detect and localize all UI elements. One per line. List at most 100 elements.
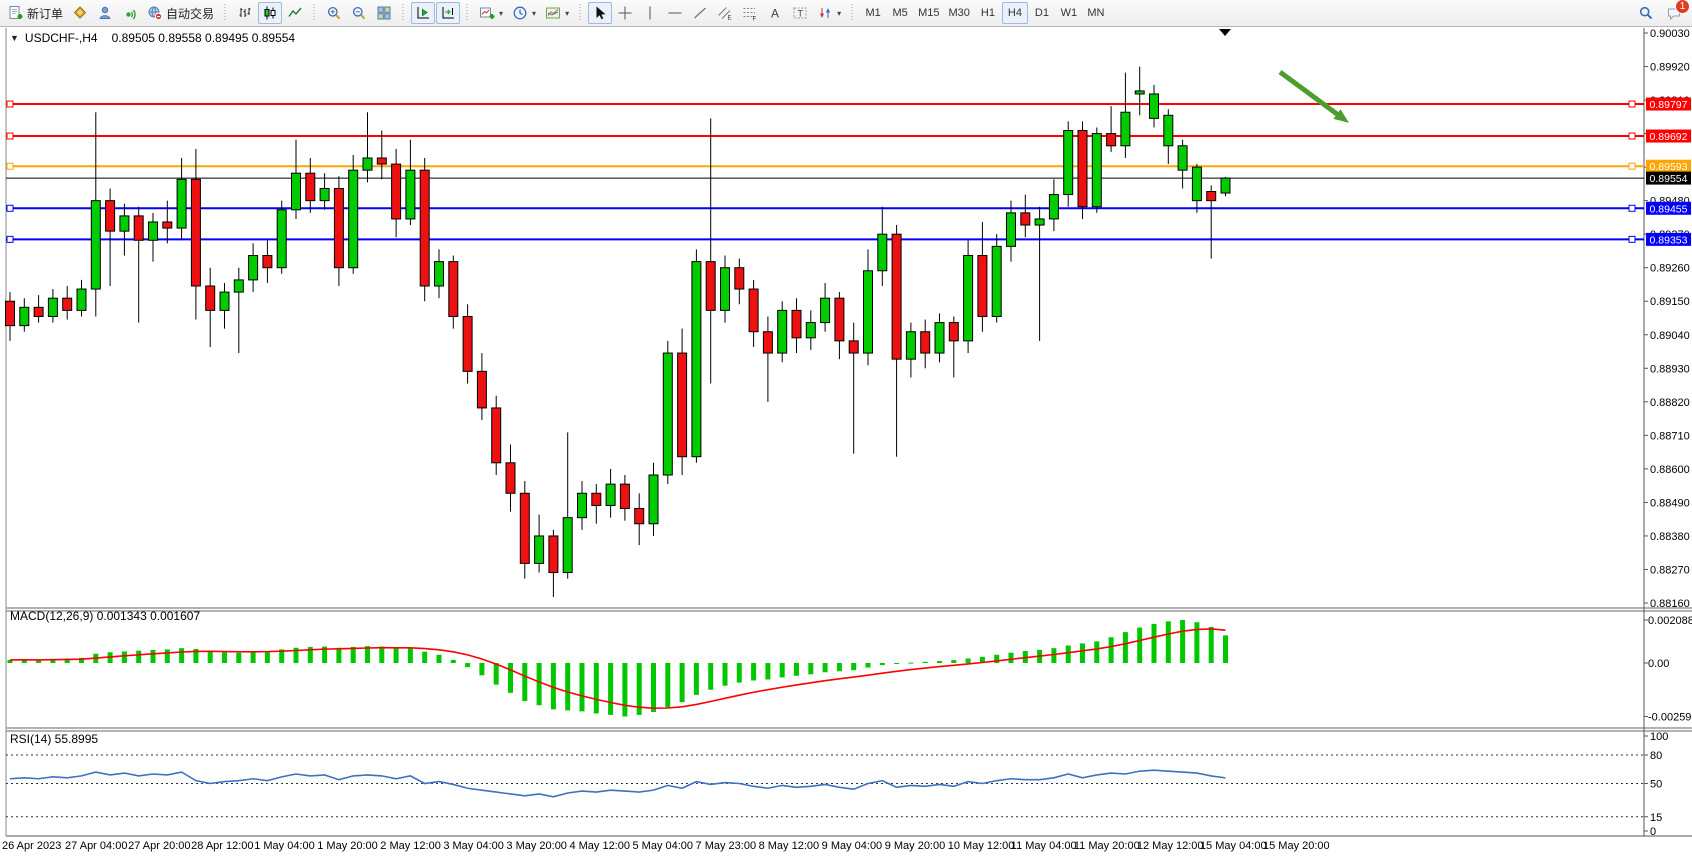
chart-canvas[interactable]: 0.900300.899200.898100.897000.895900.894…	[0, 27, 1692, 859]
macd-histogram-bar	[565, 663, 571, 711]
vertical-line-button[interactable]	[638, 2, 662, 24]
autotrading-label: 自动交易	[166, 6, 215, 21]
zoom-out-icon	[351, 5, 367, 21]
crosshair-button[interactable]	[613, 2, 637, 24]
level-handle[interactable]	[6, 132, 14, 140]
candlestick-button[interactable]	[258, 2, 283, 24]
chat-button[interactable]: 1	[1662, 0, 1690, 24]
timeframe-M30[interactable]: M30	[945, 2, 974, 24]
candle-bull	[47, 297, 58, 317]
time-axis-label: 26 Apr 2023	[2, 840, 61, 852]
macd-histogram-bar	[593, 663, 599, 714]
candle-bull	[534, 535, 545, 564]
profile-button[interactable]	[93, 2, 117, 24]
trendline-button[interactable]	[688, 2, 712, 24]
time-axis-label: 9 May 04:00	[822, 840, 883, 852]
candle-bear	[1020, 212, 1031, 226]
level-handle[interactable]	[1628, 100, 1636, 108]
level-handle[interactable]	[1628, 204, 1636, 212]
new-order-label: 新订单	[27, 6, 64, 21]
timeframe-H4[interactable]: H4	[1001, 2, 1028, 24]
svg-text:A: A	[771, 7, 779, 21]
trend-arrow[interactable]	[1278, 69, 1343, 120]
candle-bull	[863, 270, 873, 354]
level-handle[interactable]	[6, 162, 14, 170]
level-handle[interactable]	[1628, 235, 1636, 243]
candle-bull	[148, 221, 158, 241]
timeframe-M1[interactable]: M1	[860, 2, 886, 24]
candle-bull	[777, 309, 788, 354]
candle-bear	[677, 352, 688, 458]
autotrading-button[interactable]: 自动交易	[143, 2, 218, 24]
zoom-in-icon	[326, 5, 342, 21]
timeframe-W1[interactable]: W1	[1056, 2, 1082, 24]
zoom-out-button[interactable]	[347, 2, 371, 24]
rsi-axis-label: 0	[1650, 826, 1656, 838]
macd-histogram-bar	[979, 656, 985, 663]
price-axis-label: 0.88710	[1650, 430, 1690, 442]
tile-windows-button[interactable]	[372, 2, 396, 24]
templates-button[interactable]: ▾	[541, 2, 573, 24]
macd-histogram-bar	[450, 659, 456, 663]
candle-bull	[233, 279, 244, 293]
candle-bull	[405, 169, 416, 220]
cursor-button[interactable]	[588, 2, 613, 24]
macd-histogram-bar	[879, 663, 885, 666]
timeframe-D1[interactable]: D1	[1029, 2, 1055, 24]
indicators-button[interactable]: ▾	[475, 2, 507, 24]
timeframe-M5[interactable]: M5	[887, 2, 913, 24]
horizontal-line-button[interactable]	[663, 2, 687, 24]
line-chart-button[interactable]	[283, 2, 307, 24]
chart-title[interactable]: ▼ USDCHF-,H4 0.89505 0.89558 0.89495 0.8…	[10, 31, 295, 45]
text-label-icon: T	[792, 5, 808, 21]
chart-dropdown-icon[interactable]: ▼	[10, 33, 19, 43]
level-handle[interactable]	[6, 204, 14, 212]
level-handle[interactable]	[1628, 162, 1636, 170]
arrows-button[interactable]: ▾	[813, 2, 845, 24]
level-handle[interactable]	[1628, 132, 1636, 140]
zoom-in-button[interactable]	[322, 2, 346, 24]
candle-bear	[834, 297, 845, 342]
price-badge	[1646, 129, 1691, 143]
bar-chart-button[interactable]	[233, 2, 257, 24]
candle-bull	[991, 245, 1002, 317]
new-order-button[interactable]: 新订单	[4, 2, 67, 24]
candle-bear	[205, 285, 216, 311]
macd-histogram-bar	[79, 657, 84, 663]
chart-shift-button[interactable]	[436, 2, 461, 24]
level-handle[interactable]	[6, 235, 14, 243]
macd-histogram-bar	[1122, 632, 1128, 663]
price-badge	[1646, 232, 1691, 246]
time-axis-label: 28 Apr 12:00	[191, 840, 253, 852]
candle-bear	[419, 169, 430, 287]
signals-button[interactable]	[118, 2, 142, 24]
candle-bear	[1206, 191, 1217, 202]
macd-histogram-bar	[693, 663, 699, 695]
equidistant-channel-button[interactable]: E	[713, 2, 737, 24]
level-handle[interactable]	[6, 100, 14, 108]
metaeditor-button[interactable]	[68, 2, 92, 24]
candle-bear	[476, 370, 487, 409]
macd-axis-label: 0.00	[1648, 658, 1669, 670]
text-label-button[interactable]: T	[788, 2, 812, 24]
timeframe-H1[interactable]: H1	[975, 2, 1001, 24]
fibonacci-button[interactable]: F	[738, 2, 762, 24]
price-axis-label: 0.88490	[1650, 497, 1690, 509]
search-button[interactable]	[1634, 2, 1658, 24]
candle-bull	[562, 517, 573, 574]
candle-bear	[591, 492, 602, 506]
timeframe-M15[interactable]: M15	[914, 2, 943, 24]
periods-button[interactable]: ▾	[508, 2, 540, 24]
trend-arrow-head[interactable]	[1333, 109, 1350, 123]
candle-bear	[448, 261, 459, 317]
time-axis-label: 15 May 20:00	[1263, 840, 1330, 852]
candle-bear	[33, 306, 44, 317]
auto-scroll-button[interactable]	[411, 2, 436, 24]
toolbar-grip	[400, 4, 408, 22]
candle-bull	[934, 322, 945, 354]
macd-histogram-bar	[21, 659, 27, 663]
text-button[interactable]: A	[763, 2, 787, 24]
timeframe-MN[interactable]: MN	[1083, 2, 1109, 24]
candle-bull	[176, 178, 187, 229]
toolbar-grip	[311, 4, 319, 22]
